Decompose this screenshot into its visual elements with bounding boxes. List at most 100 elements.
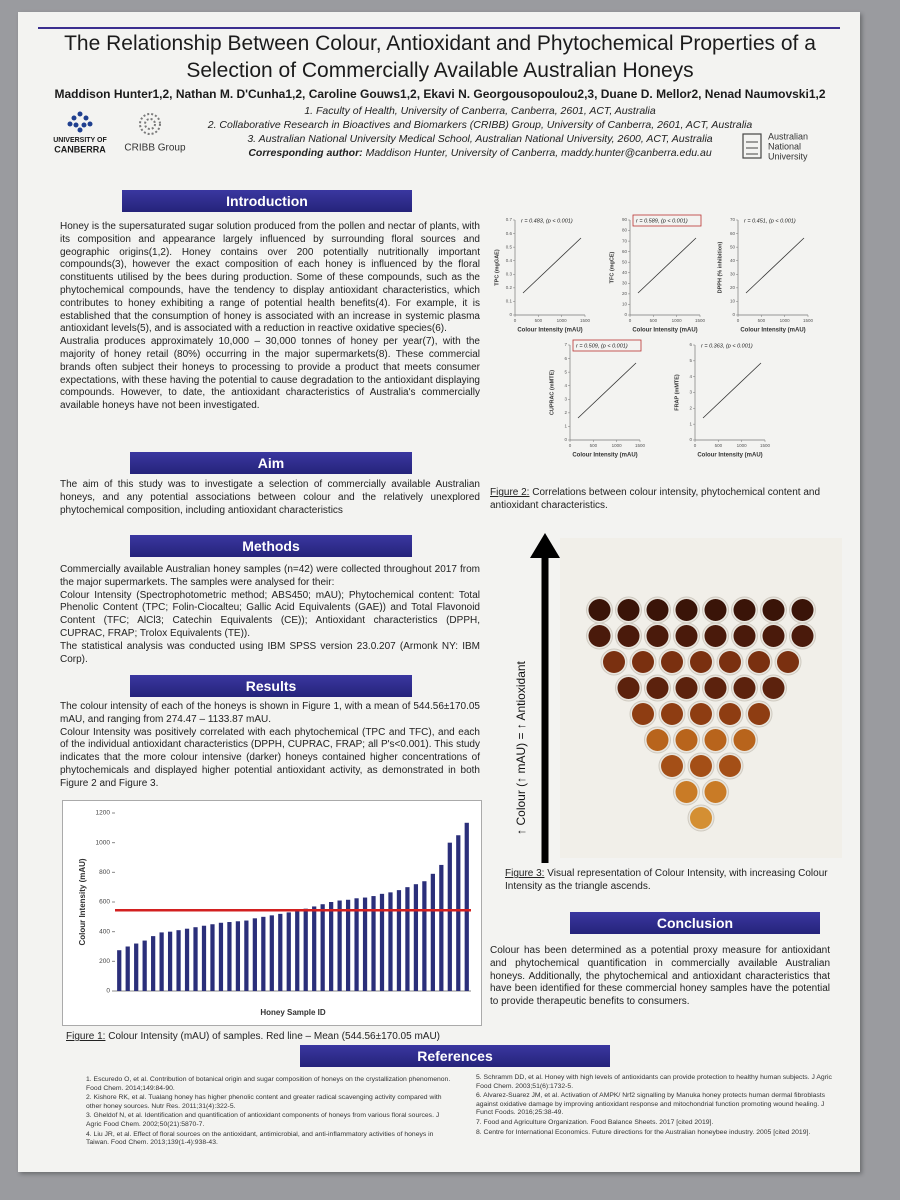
y-tick-label: 200: [99, 958, 110, 965]
x-tick-label: 500: [590, 443, 598, 448]
honey-sample: [588, 625, 611, 647]
corresponding-text: Maddison Hunter, University of Canberra,…: [362, 147, 712, 159]
y-tick-label: 70: [622, 238, 628, 243]
bar: [345, 899, 351, 991]
honey-sample: [733, 625, 756, 647]
trend-line: [637, 237, 697, 294]
bar: [286, 912, 291, 991]
reference: 3. Gheldof N, et al. Identification and …: [86, 1112, 440, 1128]
bar: [430, 873, 435, 991]
y-tick-label: 30: [730, 271, 736, 276]
honey-sample: [719, 703, 741, 725]
bar: [167, 931, 173, 991]
y-tick-label: 20: [622, 291, 628, 296]
x-tick-label: 0: [737, 318, 740, 323]
x-tick-label: 1000: [672, 318, 683, 323]
y-tick-label: 40: [622, 270, 628, 275]
bar: [125, 946, 130, 991]
trend-line: [745, 237, 805, 294]
y-tick-label: 6: [689, 342, 692, 347]
r-label: r = 0.451, (p < 0.001): [744, 218, 796, 224]
logo-text: CRIBB Group: [124, 143, 186, 154]
title-rule: [38, 27, 840, 29]
bar: [405, 887, 410, 991]
honey-sample: [675, 625, 698, 647]
affiliation: 1. Faculty of Health, University of Canb…: [304, 105, 656, 117]
x-axis-label: Colour Intensity (mAU): [697, 453, 762, 459]
bar: [227, 922, 232, 991]
honey-sample: [762, 625, 785, 647]
x-axis-label: Colour Intensity (mAU): [572, 453, 637, 459]
honey-sample: [690, 703, 712, 725]
honey-sample: [791, 625, 814, 647]
paragraph: Colour Intensity (Spectrophotometric met…: [60, 589, 480, 639]
x-tick-label: 0: [694, 443, 697, 448]
honey-sample: [762, 599, 785, 621]
y-tick-label: 0: [624, 312, 627, 317]
y-tick-label: 0: [564, 437, 567, 442]
honey-sample: [661, 651, 683, 673]
y-tick-label: 400: [99, 928, 110, 935]
figure-2-charts: 00.10.20.30.40.50.60.70 500 1000 1500Colour…: [494, 214, 814, 459]
references-left: 1. Escuredo O, et al. Contribution of bo…: [86, 1076, 456, 1149]
y-tick-label: 3: [689, 390, 692, 395]
y-tick-label: 5: [564, 369, 567, 374]
anu-crest: [746, 141, 758, 155]
honey-sample: [733, 677, 756, 699]
bar: [329, 902, 334, 991]
honey-sample: [690, 651, 712, 673]
section-heading: Results: [130, 675, 412, 697]
affiliations: 1. Faculty of Health, University of Canb…: [200, 104, 760, 160]
bar: [184, 928, 190, 991]
reference: 1. Escuredo O, et al. Contribution of bo…: [86, 1076, 451, 1092]
x-axis-label: Colour Intensity (mAU): [632, 328, 697, 334]
bar: [388, 892, 393, 991]
honey-sample: [646, 729, 669, 751]
bar: [439, 864, 444, 991]
reference: 4. Liu JR, et al. Effect of floral sourc…: [86, 1130, 434, 1147]
bar: [142, 940, 147, 991]
x-tick-label: 1500: [760, 443, 771, 448]
bar: [422, 881, 427, 991]
y-tick-label: 30: [622, 281, 628, 286]
figure-3-caption: Figure 3: Visual representation of Colou…: [505, 867, 840, 893]
y-tick-label: 0.5: [506, 244, 513, 249]
caption-text: Visual representation of Colour Intensit…: [505, 868, 828, 892]
bar: [396, 890, 402, 991]
y-tick-label: 40: [730, 258, 736, 263]
figure-1-chart: 0 200 400 600 800 1000 1200 Colour Intensity (m…: [62, 800, 482, 1026]
honey-sample: [632, 703, 654, 725]
reference: 2. Kishore RK, et al. Tualang honey has …: [86, 1094, 442, 1110]
title-line: The Relationship Between Colour, Antioxi…: [64, 32, 816, 55]
paragraph: The aim of this study was to investigate…: [60, 479, 480, 516]
honey-sample: [646, 625, 669, 647]
reference: 6. Alvarez-Suarez JM, et al. Activation …: [476, 1092, 826, 1117]
honey-sample: [632, 651, 654, 673]
y-tick-label: 0.1: [506, 299, 513, 304]
bar: [159, 932, 164, 991]
caption-text: Correlations between colour intensity, p…: [490, 487, 821, 511]
bar: [303, 908, 308, 991]
title-line: Selection of Commercially Available Aust…: [186, 59, 694, 82]
r-label: r = 0.363, (p < 0.001): [701, 343, 753, 349]
logo-anu: Australian National University: [742, 131, 808, 161]
honey-sample: [719, 651, 741, 673]
x-tick-label: 1000: [780, 318, 791, 323]
y-tick-label: 80: [622, 228, 628, 233]
paragraph: The statistical analysis was conducted u…: [60, 640, 480, 665]
honey-sample: [690, 807, 712, 829]
corresponding: Corresponding author: Maddison Hunter, U…: [200, 146, 760, 160]
y-tick-label: 600: [99, 899, 110, 906]
logos-left: UNIVERSITY OF CANBERRA CRIBB Group: [53, 111, 186, 154]
bar: [235, 921, 241, 991]
x-tick-label: 1500: [695, 318, 706, 323]
honey-sample: [603, 651, 625, 673]
y-axis-label: Colour Intensity (mAU): [78, 858, 87, 945]
y-tick-label: 60: [622, 249, 628, 254]
x-tick-label: 1000: [612, 443, 623, 448]
honey-sample: [690, 755, 712, 777]
honey-sample: [748, 651, 770, 673]
y-tick-label: 0: [689, 437, 692, 442]
x-tick-label: 1000: [737, 443, 748, 448]
honey-sample: [733, 599, 756, 621]
